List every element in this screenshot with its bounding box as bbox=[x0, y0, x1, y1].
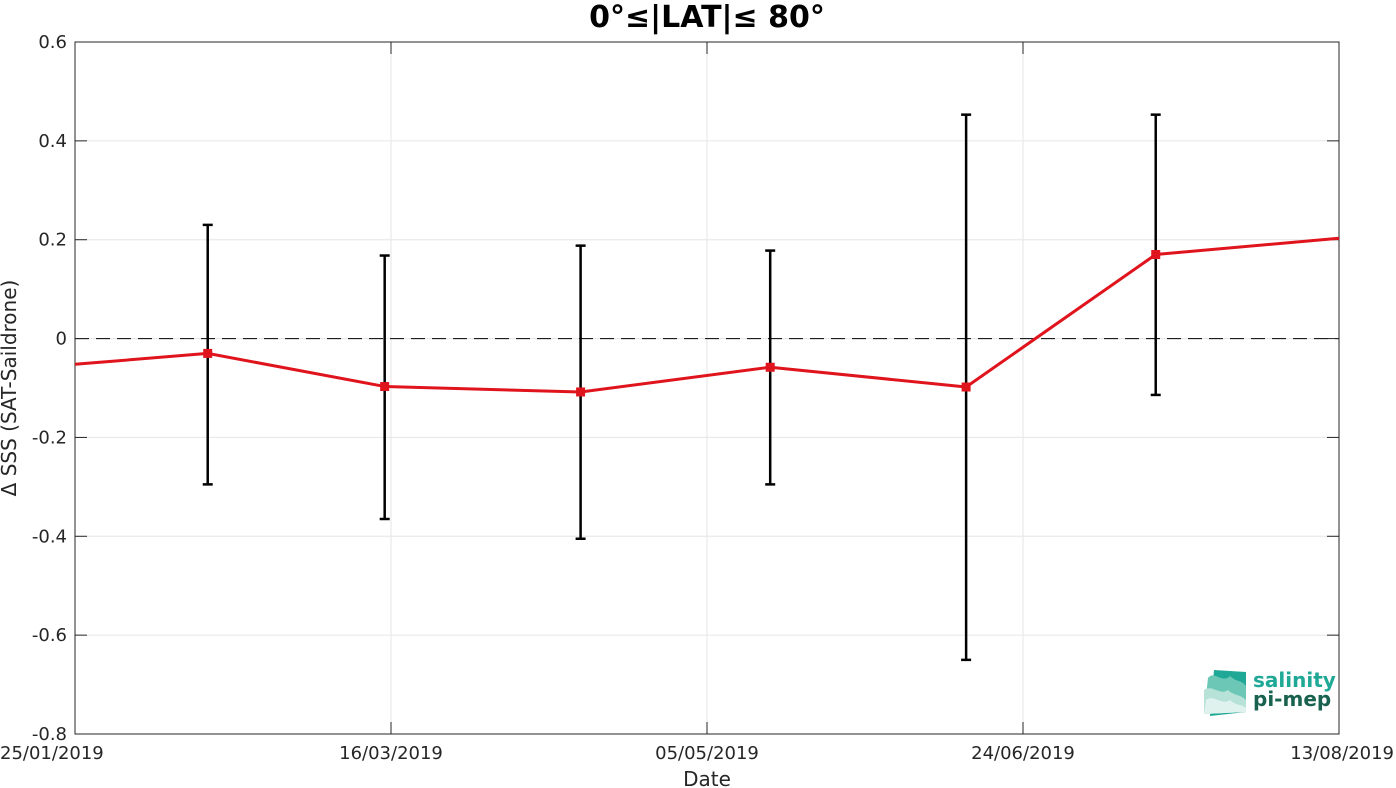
x-axis-label: Date bbox=[683, 767, 731, 788]
y-axis-label: Δ SSS (SAT-Saildrone) bbox=[0, 280, 21, 497]
grid-lines bbox=[75, 42, 1339, 734]
y-tick-label: -0.8 bbox=[32, 724, 67, 745]
data-point-marker bbox=[203, 348, 213, 358]
x-tick-label: 13/08/2019 bbox=[1290, 743, 1394, 764]
wave-icon bbox=[1204, 670, 1246, 716]
data-point-marker bbox=[380, 382, 390, 392]
salinity-pi-mep-logo: salinity pi-mep bbox=[1204, 668, 1336, 716]
data-point-marker bbox=[576, 387, 586, 397]
chart-title: 0°≤|LAT|≤ 80° bbox=[589, 0, 825, 35]
data-point-marker bbox=[765, 362, 775, 372]
y-tick-label: 0.4 bbox=[38, 131, 67, 152]
error-bars bbox=[202, 113, 1161, 662]
data-point-marker bbox=[1151, 250, 1161, 260]
y-tick-label: -0.2 bbox=[32, 427, 67, 448]
x-tick-label: 25/01/2019 bbox=[0, 743, 104, 764]
data-point-marker bbox=[961, 382, 971, 392]
x-tick-label: 05/05/2019 bbox=[655, 743, 759, 764]
y-tick-label: -0.6 bbox=[32, 625, 67, 646]
series bbox=[74, 236, 1340, 397]
x-tick-label: 16/03/2019 bbox=[339, 743, 443, 764]
y-tick-label: 0 bbox=[56, 329, 67, 350]
y-tick-label: -0.4 bbox=[32, 526, 67, 547]
axis-ticks: 0.6 0.4 0.2 0 -0.2 -0.4 -0.6 -0.825/01/2019 16/0… bbox=[0, 32, 1394, 764]
series-line bbox=[74, 236, 1340, 394]
x-tick-label: 24/06/2019 bbox=[971, 743, 1075, 764]
y-tick-label: 0.2 bbox=[38, 230, 67, 251]
y-tick-label: 0.6 bbox=[38, 32, 67, 53]
logo-text-salinity: salinity bbox=[1253, 668, 1336, 692]
logo-text-pi-mep: pi-mep bbox=[1253, 687, 1331, 711]
